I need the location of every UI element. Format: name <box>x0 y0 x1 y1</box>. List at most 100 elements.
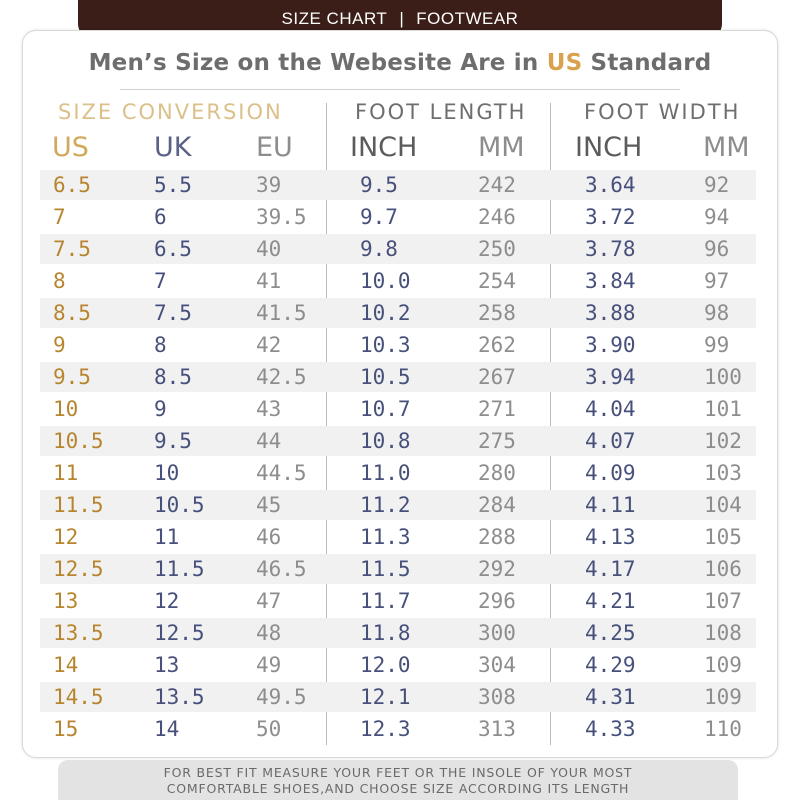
cell-width-mm: 110 <box>704 717 742 741</box>
title-divider <box>120 89 680 90</box>
cell-us: 12.5 <box>53 557 104 581</box>
cell-uk: 9.5 <box>154 429 192 453</box>
cell-width-mm: 109 <box>704 685 742 709</box>
cell-uk: 11 <box>154 525 180 549</box>
cell-us: 13 <box>53 589 79 613</box>
cell-eu: 48 <box>256 621 282 645</box>
table-row: 11.5 10.5 45 11.2 284 4.11 104 <box>40 490 756 520</box>
cell-width-mm: 97 <box>704 269 730 293</box>
cell-us: 7.5 <box>53 237 91 261</box>
group-header-size-conversion: SIZE CONVERSION <box>58 100 283 124</box>
cell-eu: 50 <box>256 717 282 741</box>
cell-width-inch: 3.78 <box>585 237 636 261</box>
banner-category: FOOTWEAR <box>416 9 519 28</box>
cell-uk: 10 <box>154 461 180 485</box>
column-header-length-mm: MM <box>478 132 525 163</box>
cell-width-inch: 3.94 <box>585 365 636 389</box>
cell-uk: 6 <box>154 205 167 229</box>
cell-eu: 46 <box>256 525 282 549</box>
cell-us: 12 <box>53 525 79 549</box>
cell-uk: 5.5 <box>154 173 192 197</box>
cell-width-mm: 101 <box>704 397 742 421</box>
cell-length-mm: 280 <box>478 461 516 485</box>
cell-width-inch: 4.07 <box>585 429 636 453</box>
cell-us: 14 <box>53 653 79 677</box>
cell-width-inch: 3.90 <box>585 333 636 357</box>
table-row: 6.5 5.5 39 9.5 242 3.64 92 <box>40 170 756 200</box>
cell-length-inch: 11.8 <box>360 621 411 645</box>
cell-width-inch: 4.09 <box>585 461 636 485</box>
table-row: 14.5 13.5 49.5 12.1 308 4.31 109 <box>40 682 756 712</box>
cell-length-inch: 9.5 <box>360 173 398 197</box>
cell-length-inch: 10.2 <box>360 301 411 325</box>
cell-length-inch: 10.8 <box>360 429 411 453</box>
banner-title: SIZE CHART <box>281 9 388 28</box>
cell-length-mm: 275 <box>478 429 516 453</box>
cell-length-inch: 11.0 <box>360 461 411 485</box>
cell-us: 7 <box>53 205 66 229</box>
column-header-eu: EU <box>256 132 293 163</box>
cell-width-inch: 4.31 <box>585 685 636 709</box>
cell-length-inch: 10.7 <box>360 397 411 421</box>
cell-length-inch: 11.2 <box>360 493 411 517</box>
table-row: 7 6 39.5 9.7 246 3.72 94 <box>40 202 756 232</box>
table-row: 10 9 43 10.7 271 4.04 101 <box>40 394 756 424</box>
cell-width-mm: 100 <box>704 365 742 389</box>
table-row: 12 11 46 11.3 288 4.13 105 <box>40 522 756 552</box>
table-row: 7.5 6.5 40 9.8 250 3.78 96 <box>40 234 756 264</box>
cell-uk: 13.5 <box>154 685 205 709</box>
table-row: 15 14 50 12.3 313 4.33 110 <box>40 714 756 744</box>
cell-width-inch: 4.33 <box>585 717 636 741</box>
title-text-after: Standard <box>582 50 712 76</box>
group-header-foot-length: FOOT LENGTH <box>355 100 527 124</box>
cell-us: 10 <box>53 397 79 421</box>
title-text-before: Men’s Size on the Webesite Are in <box>88 50 547 76</box>
column-header-width-mm: MM <box>703 132 750 163</box>
cell-uk: 10.5 <box>154 493 205 517</box>
cell-eu: 49 <box>256 653 282 677</box>
table-row: 13.5 12.5 48 11.8 300 4.25 108 <box>40 618 756 648</box>
cell-eu: 43 <box>256 397 282 421</box>
cell-width-mm: 94 <box>704 205 730 229</box>
cell-width-inch: 3.64 <box>585 173 636 197</box>
cell-width-mm: 107 <box>704 589 742 613</box>
cell-uk: 13 <box>154 653 180 677</box>
cell-length-mm: 271 <box>478 397 516 421</box>
column-header-width-inch: INCH <box>575 132 643 163</box>
column-divider-1 <box>326 103 327 745</box>
cell-width-inch: 4.17 <box>585 557 636 581</box>
column-header-uk: UK <box>154 132 192 163</box>
cell-length-mm: 258 <box>478 301 516 325</box>
cell-length-inch: 12.1 <box>360 685 411 709</box>
cell-width-inch: 4.04 <box>585 397 636 421</box>
cell-length-inch: 12.0 <box>360 653 411 677</box>
cell-eu: 44 <box>256 429 282 453</box>
cell-length-mm: 313 <box>478 717 516 741</box>
table-row: 14 13 49 12.0 304 4.29 109 <box>40 650 756 680</box>
cell-uk: 14 <box>154 717 180 741</box>
cell-length-mm: 262 <box>478 333 516 357</box>
cell-width-mm: 98 <box>704 301 730 325</box>
cell-width-mm: 108 <box>704 621 742 645</box>
table-row: 12.5 11.5 46.5 11.5 292 4.17 106 <box>40 554 756 584</box>
cell-length-inch: 11.3 <box>360 525 411 549</box>
cell-length-inch: 12.3 <box>360 717 411 741</box>
table-row: 8 7 41 10.0 254 3.84 97 <box>40 266 756 296</box>
cell-eu: 41 <box>256 269 282 293</box>
table-row: 9 8 42 10.3 262 3.90 99 <box>40 330 756 360</box>
cell-length-inch: 9.7 <box>360 205 398 229</box>
cell-us: 9 <box>53 333 66 357</box>
footer-line-2: COMFORTABLE SHOES,AND CHOOSE SIZE ACCORD… <box>166 781 630 796</box>
cell-us: 8 <box>53 269 66 293</box>
cell-width-inch: 4.13 <box>585 525 636 549</box>
cell-length-mm: 292 <box>478 557 516 581</box>
cell-us: 9.5 <box>53 365 91 389</box>
cell-length-inch: 10.0 <box>360 269 411 293</box>
cell-length-mm: 267 <box>478 365 516 389</box>
cell-width-mm: 92 <box>704 173 730 197</box>
cell-eu: 46.5 <box>256 557 307 581</box>
page-title: Men’s Size on the Webesite Are in US Sta… <box>0 50 800 76</box>
cell-uk: 11.5 <box>154 557 205 581</box>
cell-eu: 42.5 <box>256 365 307 389</box>
cell-length-mm: 242 <box>478 173 516 197</box>
